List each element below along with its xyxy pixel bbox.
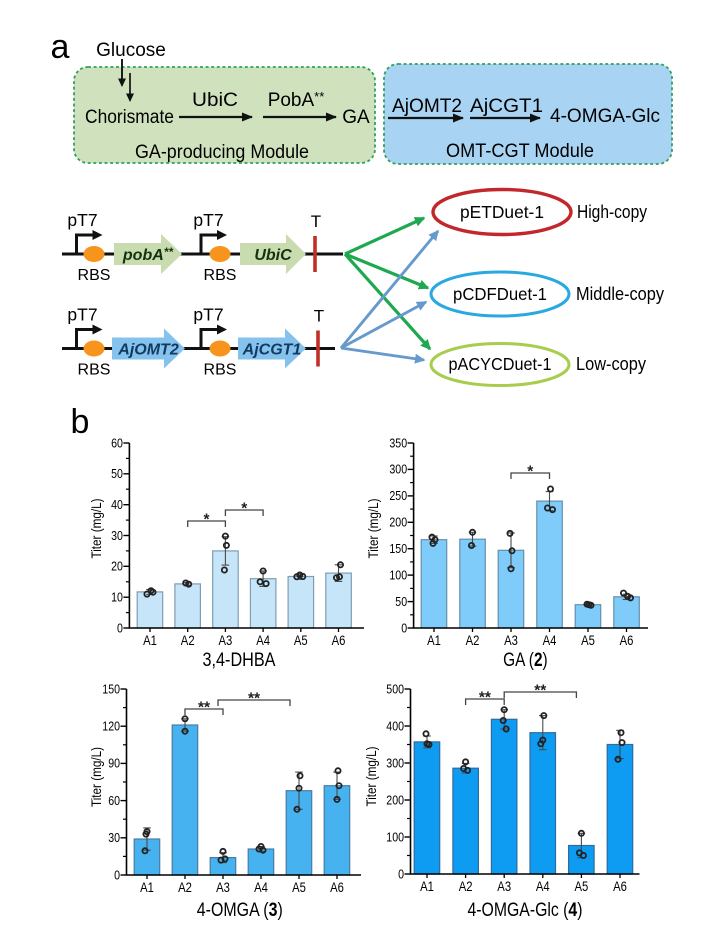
svg-text:RBS: RBS [78,267,111,284]
svg-text:4-OMGA-Glc: 4-OMGA-Glc [550,106,660,127]
svg-text:pT7: pT7 [193,305,223,325]
svg-text:300: 300 [389,463,407,477]
svg-text:50: 50 [111,467,123,481]
svg-text:200: 200 [386,793,404,807]
svg-text:A4: A4 [536,879,550,894]
svg-text:RBS: RBS [204,362,237,379]
svg-text:100: 100 [386,830,404,844]
svg-text:150: 150 [389,542,407,556]
svg-text:300: 300 [386,756,404,770]
svg-text:Chorismate: Chorismate [85,107,174,128]
svg-text:A3: A3 [219,633,233,648]
svg-text:**: ** [248,691,261,708]
svg-text:A2: A2 [459,879,473,894]
svg-text:**: ** [479,690,492,707]
svg-text:OMT-CGT Module: OMT-CGT Module [446,141,594,162]
svg-text:T: T [311,212,321,231]
svg-text:0: 0 [401,621,407,635]
svg-text:A5: A5 [294,633,308,648]
svg-text:AjOMT2: AjOMT2 [392,96,462,117]
svg-text:A1: A1 [140,880,154,895]
svg-text:High-copy: High-copy [577,201,648,222]
svg-text:a: a [51,28,70,66]
svg-text:A2: A2 [181,633,195,648]
svg-text:pETDuet-1: pETDuet-1 [460,202,544,222]
svg-text:40: 40 [111,498,123,512]
svg-text:**: ** [198,700,211,717]
svg-text:A6: A6 [332,633,346,648]
svg-text:120: 120 [102,720,120,734]
svg-text:A6: A6 [620,633,634,648]
svg-text:A2: A2 [178,880,192,895]
svg-text:0: 0 [398,867,404,881]
svg-text:*: * [204,512,211,529]
svg-text:200: 200 [389,516,407,530]
svg-text:A4: A4 [543,633,557,648]
svg-text:**: ** [534,683,547,700]
svg-text:AjCGT1: AjCGT1 [242,342,302,359]
svg-text:A5: A5 [292,880,306,895]
svg-text:*: * [527,464,534,481]
svg-text:RBS: RBS [204,267,237,284]
svg-text:A4: A4 [256,633,270,648]
svg-text:4-OMGA-Glc (4): 4-OMGA-Glc (4) [468,899,583,921]
svg-text:0: 0 [117,621,123,635]
svg-text:4-OMGA (3): 4-OMGA (3) [197,899,283,921]
svg-text:100: 100 [389,568,407,582]
svg-text:UbiC: UbiC [254,247,292,264]
svg-text:250: 250 [389,489,407,503]
svg-text:0: 0 [114,868,120,882]
svg-text:GA-producing Module: GA-producing Module [135,142,309,163]
svg-text:AjCGT1: AjCGT1 [470,96,543,117]
svg-text:UbiC: UbiC [192,90,238,111]
svg-text:A3: A3 [497,879,511,894]
svg-text:A3: A3 [216,880,230,895]
svg-text:50: 50 [395,595,407,609]
svg-text:GA: GA [342,107,370,128]
svg-text:A2: A2 [466,633,480,648]
svg-text:10: 10 [111,590,123,604]
svg-text:T: T [314,307,324,326]
svg-text:pCDFDuet-1: pCDFDuet-1 [453,284,547,304]
svg-text:GA (2): GA (2) [503,649,548,671]
svg-text:A3: A3 [504,633,518,648]
svg-text:A1: A1 [420,879,434,894]
svg-text:30: 30 [111,529,123,543]
svg-text:pT7: pT7 [193,210,223,230]
svg-text:A6: A6 [613,879,627,894]
svg-text:350: 350 [389,436,407,450]
svg-text:pT7: pT7 [67,305,97,325]
svg-text:b: b [71,403,90,441]
svg-text:400: 400 [386,719,404,733]
svg-text:Glucose: Glucose [96,40,166,61]
svg-text:Titer (mg/L): Titer (mg/L) [365,499,381,559]
svg-text:Titer (mg/L): Titer (mg/L) [88,747,104,807]
svg-text:pobA**: pobA** [122,245,175,264]
svg-text:A5: A5 [575,879,589,894]
svg-text:A4: A4 [254,880,268,895]
svg-text:*: * [241,501,248,518]
svg-text:A1: A1 [427,633,441,648]
svg-text:150: 150 [102,682,120,696]
svg-text:60: 60 [111,436,123,450]
svg-text:PobA**: PobA** [268,89,325,111]
svg-text:RBS: RBS [78,362,111,379]
svg-text:Low-copy: Low-copy [576,353,647,374]
svg-text:30: 30 [108,831,120,845]
svg-text:20: 20 [111,560,123,574]
svg-text:Titer (mg/L): Titer (mg/L) [363,747,379,807]
svg-text:3,4-DHBA: 3,4-DHBA [203,649,276,671]
svg-text:Titer (mg/L): Titer (mg/L) [88,499,104,559]
svg-text:A5: A5 [581,633,595,648]
svg-text:pT7: pT7 [67,210,97,230]
svg-text:pACYCDuet-1: pACYCDuet-1 [449,354,552,374]
svg-text:90: 90 [108,757,120,771]
svg-text:500: 500 [386,682,404,696]
svg-text:AjOMT2: AjOMT2 [117,342,179,359]
svg-text:60: 60 [108,794,120,808]
svg-text:Middle-copy: Middle-copy [576,283,665,304]
svg-text:A1: A1 [143,633,157,648]
svg-text:A6: A6 [330,880,344,895]
